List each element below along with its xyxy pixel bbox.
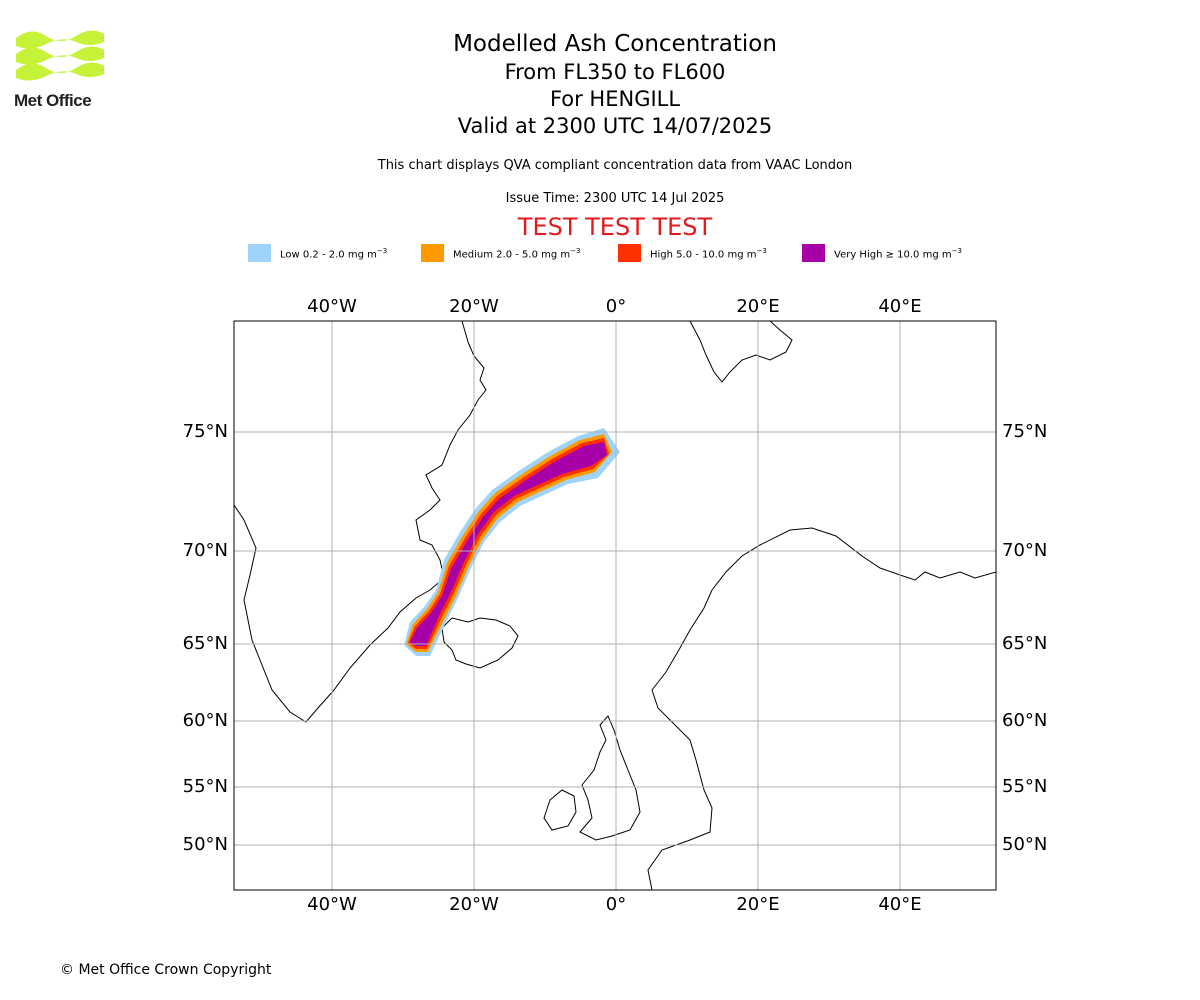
tick-lon-bottom-1: 20°W: [449, 894, 499, 915]
test-banner: TEST TEST TEST: [517, 213, 713, 241]
tick-lon-bottom-0: 40°W: [307, 894, 357, 915]
chart-titles: Modelled Ash Concentration From FL350 to…: [315, 30, 915, 140]
tick-lon-bottom-3: 20°E: [736, 894, 779, 915]
tick-lat-right-4: 55°N: [1002, 776, 1047, 797]
legend-label-very-high: Very High ≥ 10.0 mg m: [834, 249, 952, 261]
map-frame: [233, 320, 997, 891]
tick-lon-top-1: 20°W: [449, 296, 499, 317]
coastline-great-britain: [579, 715, 641, 841]
coastline-ireland: [543, 789, 577, 831]
title-volcano: For HENGILL: [549, 87, 681, 111]
tick-lat-left-2: 65°N: [183, 633, 228, 654]
tick-lat-right-3: 60°N: [1002, 710, 1047, 731]
legend-swatch-very-high: [802, 244, 825, 262]
coastline-svalbard: [689, 321, 793, 383]
title-main: Modelled Ash Concentration: [453, 31, 777, 57]
subtitle: This chart displays QVA compliant concen…: [377, 158, 853, 173]
coastline-scandinavia: [647, 527, 996, 890]
tick-lon-top-2: 0°: [606, 296, 626, 317]
tick-lat-right-0: 75°N: [1002, 421, 1047, 442]
longitude-ticks-bottom: 40°W 20°W 0° 20°E 40°E: [307, 894, 921, 915]
ash-very-high: [410, 442, 607, 646]
title-levels: From FL350 to FL600: [504, 60, 726, 84]
legend-label-medium: Medium 2.0 - 5.0 mg m: [453, 249, 571, 261]
gridlines: [234, 321, 996, 890]
tick-lon-bottom-2: 0°: [606, 894, 626, 915]
tick-lon-top-3: 20°E: [736, 296, 779, 317]
legend-label-high: High 5.0 - 10.0 mg m: [650, 249, 757, 261]
coastline-greenland: [234, 321, 487, 723]
met-office-logo: Met Office: [14, 28, 110, 114]
tick-lon-top-4: 40°E: [878, 296, 921, 317]
tick-lat-left-3: 60°N: [183, 710, 228, 731]
tick-lat-left-4: 55°N: [183, 776, 228, 797]
latitude-ticks-right: 75°N 70°N 65°N 60°N 55°N 50°N: [1002, 421, 1047, 855]
met-office-waves-icon: [16, 30, 104, 81]
tick-lon-top-0: 40°W: [307, 296, 357, 317]
issue-time: Issue Time: 2300 UTC 14 Jul 2025: [505, 191, 725, 206]
legend-swatch-low: [248, 244, 271, 262]
tick-lat-left-5: 50°N: [183, 834, 228, 855]
coastline-iceland: [441, 617, 519, 669]
tick-lat-right-1: 70°N: [1002, 540, 1047, 561]
tick-lat-right-2: 65°N: [1002, 633, 1047, 654]
tick-lat-left-1: 70°N: [183, 540, 228, 561]
legend-swatch-high: [618, 244, 641, 262]
tick-lat-left-0: 75°N: [183, 421, 228, 442]
legend-label-low: Low 0.2 - 2.0 mg m: [280, 249, 377, 261]
latitude-ticks-left: 75°N 70°N 65°N 60°N 55°N 50°N: [183, 421, 228, 855]
legend-swatch-medium: [421, 244, 444, 262]
logo-text: Met Office: [14, 91, 92, 110]
tick-lat-right-5: 50°N: [1002, 834, 1047, 855]
tick-lon-bottom-4: 40°E: [878, 894, 921, 915]
copyright: © Met Office Crown Copyright: [60, 962, 272, 978]
title-valid: Valid at 2300 UTC 14/07/2025: [457, 114, 773, 138]
longitude-ticks-top: 40°W 20°W 0° 20°E 40°E: [307, 296, 921, 317]
